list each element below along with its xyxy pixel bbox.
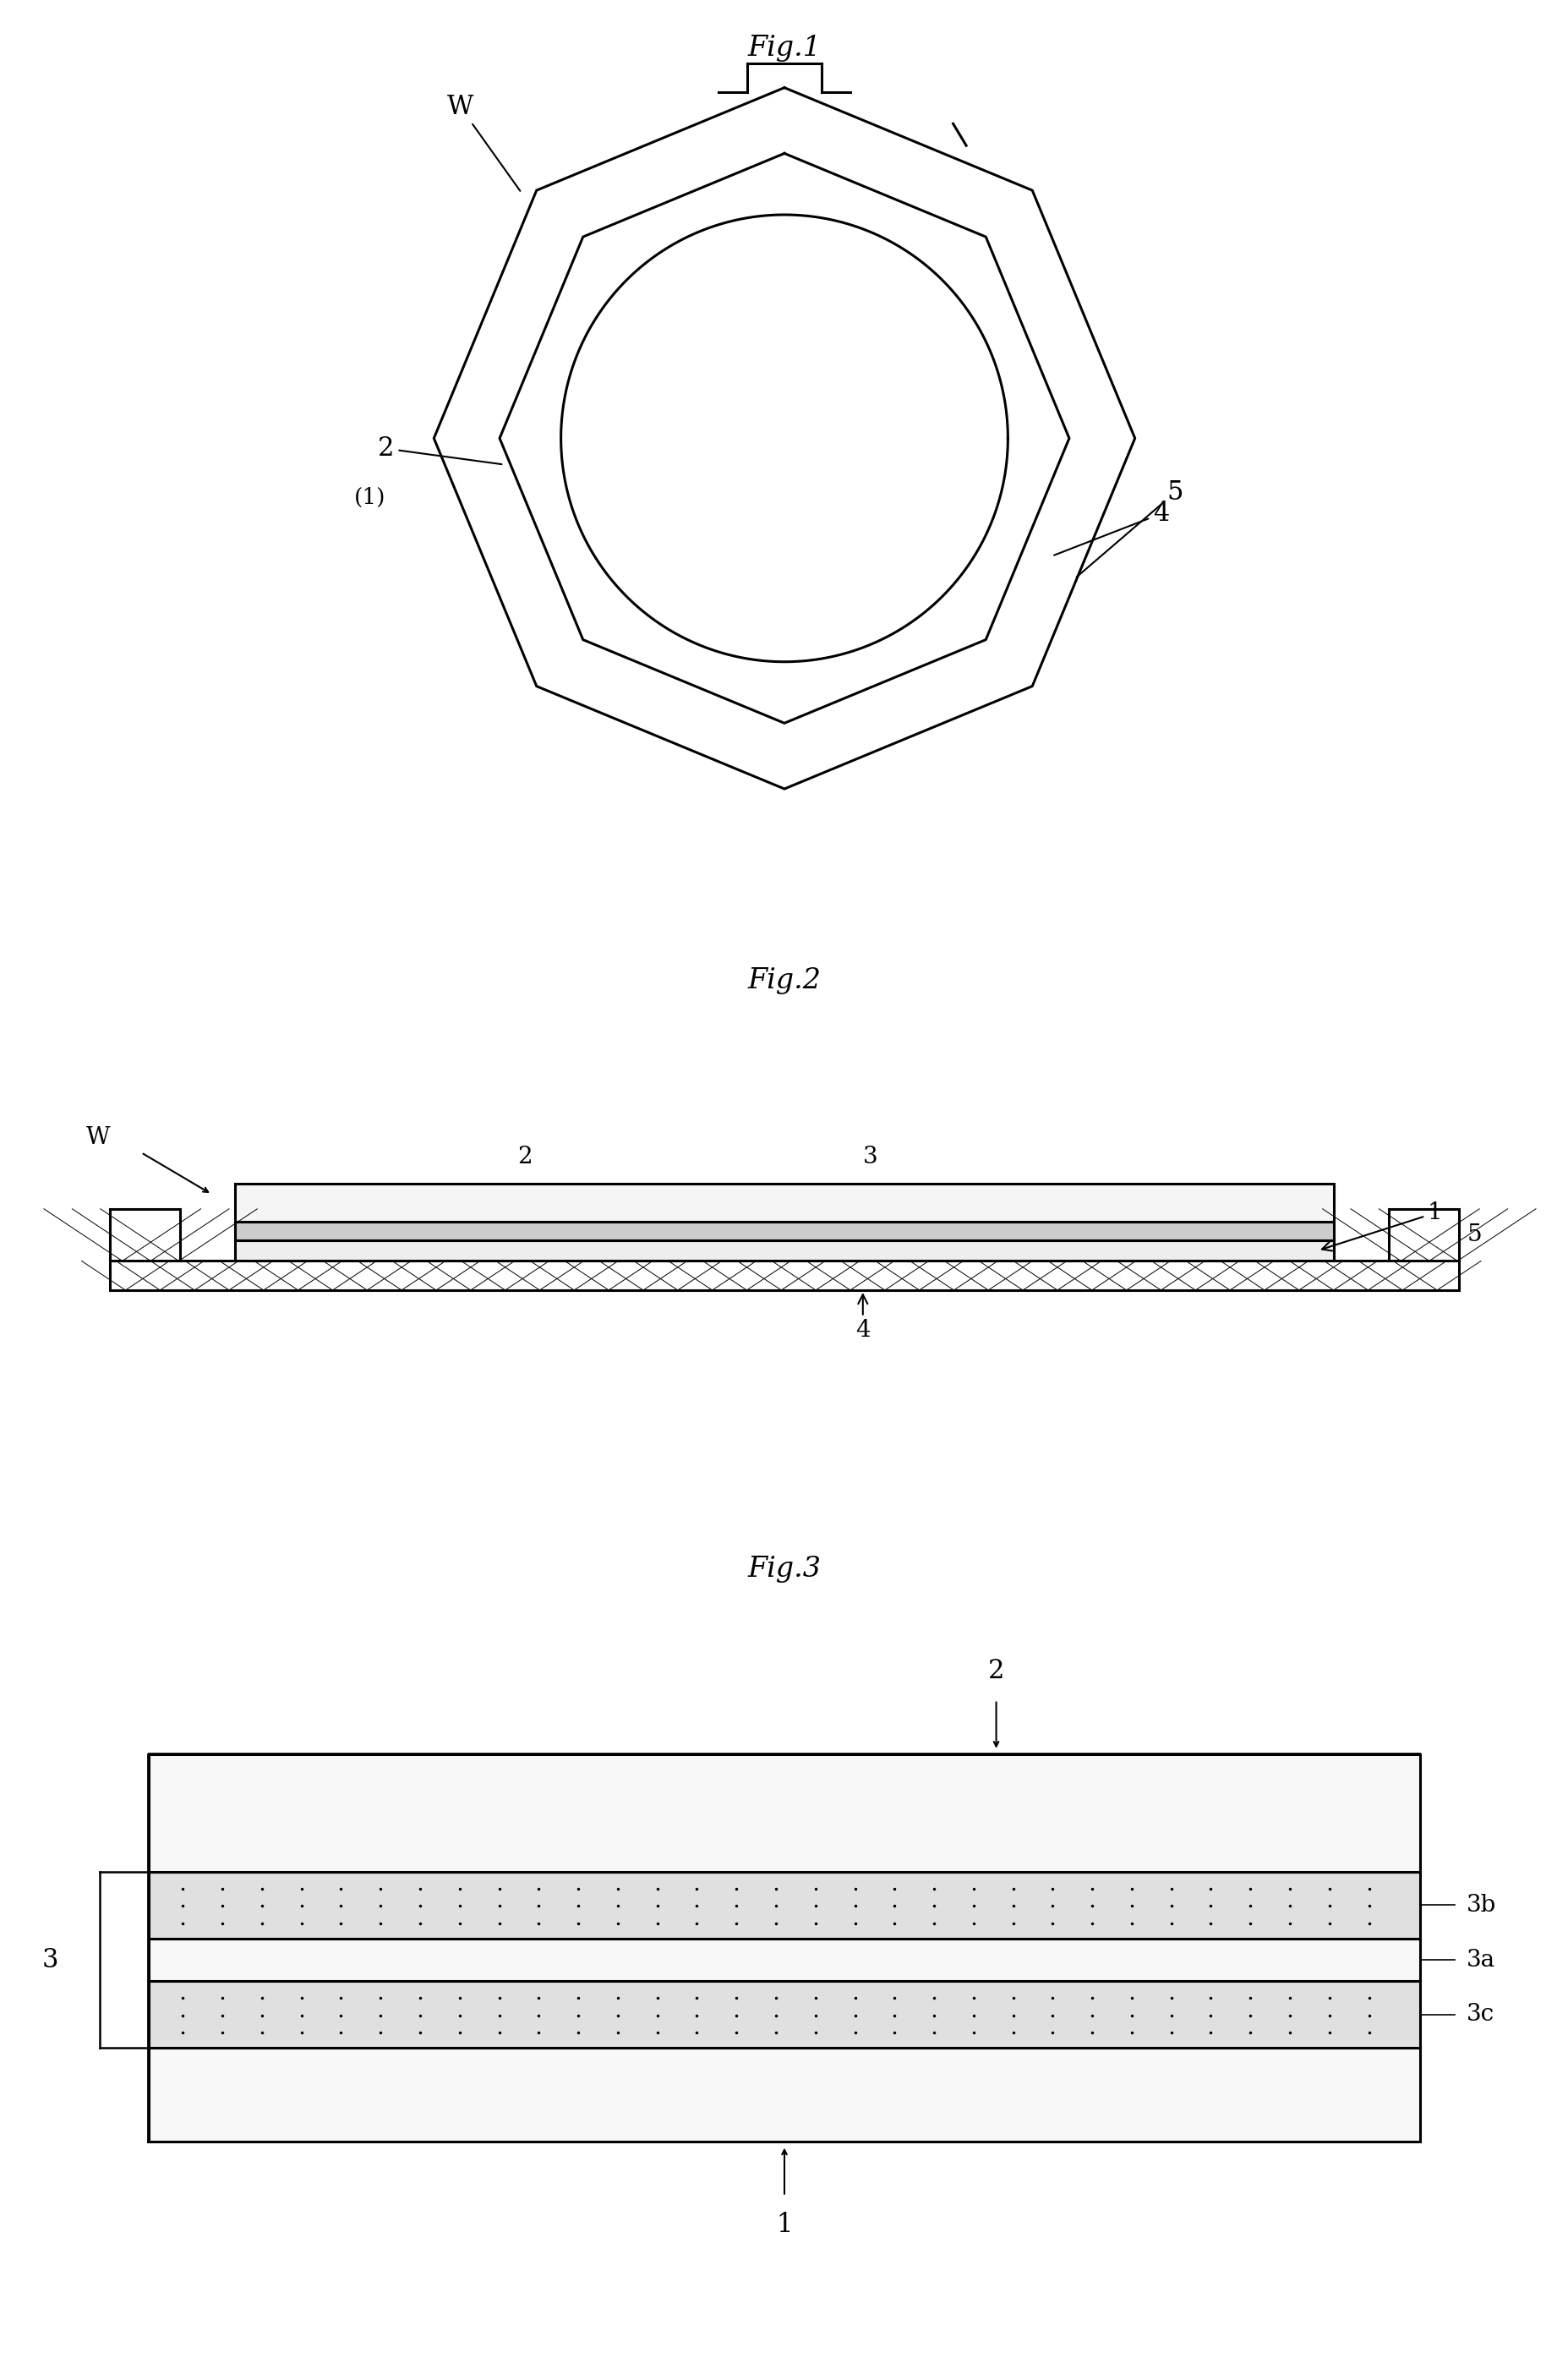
Text: 5: 5 — [1076, 479, 1182, 578]
Text: 4: 4 — [855, 1293, 870, 1343]
Bar — [235, 1239, 1333, 1260]
Bar — [1388, 1208, 1458, 1260]
Bar — [235, 1184, 1333, 1222]
Text: W: W — [86, 1128, 110, 1149]
Bar — [110, 1260, 1458, 1291]
Text: 4: 4 — [1054, 500, 1168, 554]
Text: 3: 3 — [862, 1144, 877, 1168]
Text: 3a: 3a — [1466, 1947, 1494, 1971]
Bar — [149, 1872, 1419, 1938]
Text: 3b: 3b — [1466, 1893, 1496, 1917]
Text: 1: 1 — [776, 2213, 792, 2239]
Text: 1: 1 — [1322, 1201, 1443, 1251]
Bar — [149, 2047, 1419, 2142]
Text: W: W — [447, 95, 521, 192]
Text: Fig.3: Fig.3 — [748, 1556, 820, 1582]
Bar — [235, 1222, 1333, 1239]
Bar — [149, 1755, 1419, 1872]
Text: 2: 2 — [378, 436, 502, 464]
Text: Fig.2: Fig.2 — [748, 967, 820, 995]
Text: 2: 2 — [517, 1144, 532, 1168]
Bar — [110, 1208, 180, 1260]
Text: 2: 2 — [988, 1658, 1004, 1684]
Text: Fig.1: Fig.1 — [748, 36, 820, 62]
Text: 5: 5 — [1466, 1222, 1480, 1246]
Text: (1): (1) — [354, 488, 386, 509]
Text: 3: 3 — [42, 1947, 58, 1973]
Text: 3c: 3c — [1466, 2004, 1494, 2025]
Bar — [149, 1980, 1419, 2047]
Bar — [149, 1938, 1419, 1980]
